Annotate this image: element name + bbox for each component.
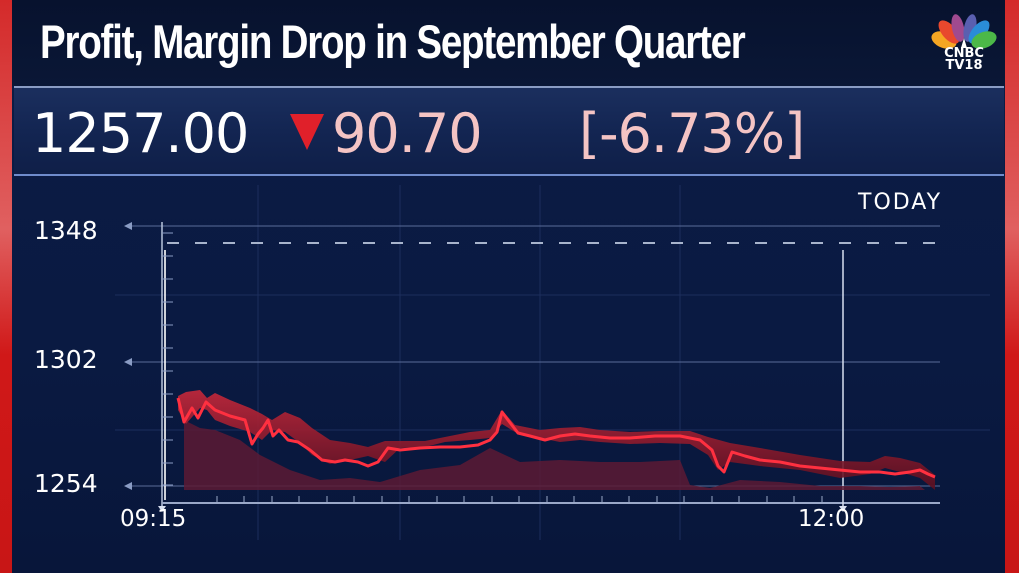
right-red-border [1005, 0, 1019, 573]
percent-change: [-6.73%] [579, 102, 805, 165]
x-minor-ticks [216, 496, 823, 503]
down-triangle-icon [290, 114, 324, 150]
x-noon-marker [839, 506, 847, 512]
left-red-border [0, 0, 12, 573]
x-label-1200: 12:00 [798, 506, 865, 532]
logo-wordmark: CNBC TV18 [930, 46, 998, 73]
cnbc-tv18-logo: CNBC TV18 [930, 12, 998, 78]
headline-banner: Profit, Margin Drop in September Quarter [12, 0, 1005, 86]
y-guide-lines [130, 225, 940, 487]
y-label-1348: 1348 [34, 216, 98, 245]
price-area-fill [184, 420, 925, 490]
y-tick-arrows [124, 222, 132, 490]
logo-line-tv18: TV18 [945, 58, 983, 73]
y-minor-ticks [162, 232, 173, 486]
x-start-marker [158, 506, 166, 512]
period-label-today: TODAY [858, 190, 943, 215]
price-change: 90.70 [332, 102, 483, 165]
y-label-1302: 1302 [34, 345, 98, 374]
quote-bar: 1257.00 90.70 [-6.73%] [14, 86, 1004, 176]
last-price: 1257.00 [32, 102, 249, 165]
headline-text: Profit, Margin Drop in September Quarter [40, 15, 746, 68]
x-label-0915: 09:15 [120, 506, 187, 532]
peacock-logo-icon [931, 14, 997, 49]
price-line [176, 397, 936, 479]
logo-line-cnbc: CNBC [944, 46, 984, 61]
price-ribbon-3d [178, 390, 935, 490]
y-label-1254: 1254 [34, 469, 98, 498]
